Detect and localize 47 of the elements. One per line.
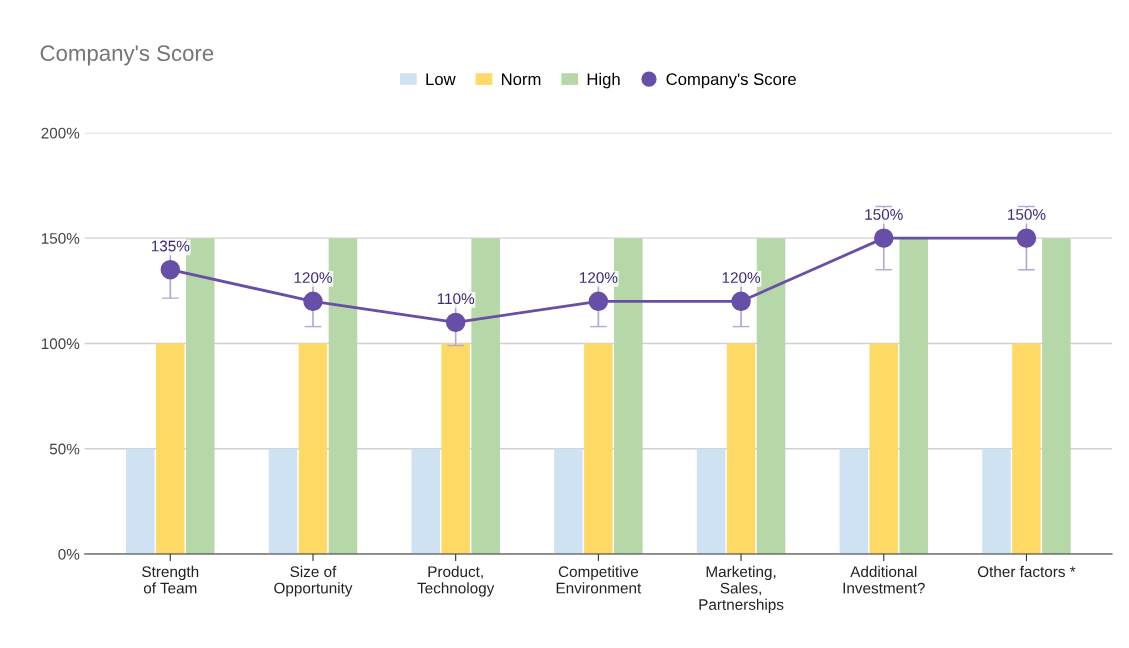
legend-label: Low	[426, 73, 456, 86]
x-tick-label: Additional Investment?	[843, 565, 925, 594]
x-tick-label: Other factors *	[977, 565, 1076, 578]
y-tick-label: 150%	[41, 233, 80, 244]
bar	[1042, 238, 1071, 555]
bar	[982, 448, 1011, 555]
bar	[696, 448, 726, 555]
chart-title: Company's Score	[40, 45, 214, 66]
point	[445, 312, 466, 333]
bar	[156, 343, 185, 555]
point	[731, 291, 751, 312]
data-label: 110%	[437, 293, 475, 305]
data-label: 150%	[865, 209, 903, 220]
bar	[726, 343, 756, 555]
data-label: 120%	[722, 272, 761, 284]
x-tick-label: Competitive Environment	[556, 565, 642, 594]
point	[874, 228, 894, 248]
bar	[1012, 343, 1041, 555]
bar	[554, 448, 583, 555]
bar	[839, 448, 869, 555]
bar	[298, 343, 328, 555]
y-tick-label: 200%	[41, 127, 80, 139]
bar	[126, 448, 155, 555]
data-label: 150%	[1008, 209, 1046, 220]
x-tick-label: Size of Opportunity	[274, 565, 353, 597]
bar	[899, 238, 928, 555]
point	[303, 291, 323, 312]
data-label: 120%	[580, 272, 618, 284]
bar	[584, 343, 613, 555]
point	[160, 260, 181, 280]
legend-label: Company's Score	[666, 73, 796, 89]
x-tick-label: Product, Technology	[417, 565, 495, 597]
x-tick-label: Marketing, Sales, Partnerships	[699, 565, 784, 613]
point	[1016, 228, 1037, 248]
bar	[411, 448, 440, 555]
legend-label: High	[587, 72, 620, 89]
data-label: 135%	[151, 240, 190, 252]
bar	[441, 343, 470, 555]
y-tick-label: 0%	[58, 548, 80, 560]
bar	[869, 343, 899, 555]
legend-label: Norm	[502, 73, 541, 86]
y-tick-label: 100%	[41, 338, 80, 350]
bar	[268, 448, 298, 555]
x-tick-label: Strength of Team	[142, 565, 199, 594]
data-label: 120%	[294, 272, 332, 284]
point	[588, 291, 609, 312]
y-tick-label: 50%	[49, 443, 80, 455]
